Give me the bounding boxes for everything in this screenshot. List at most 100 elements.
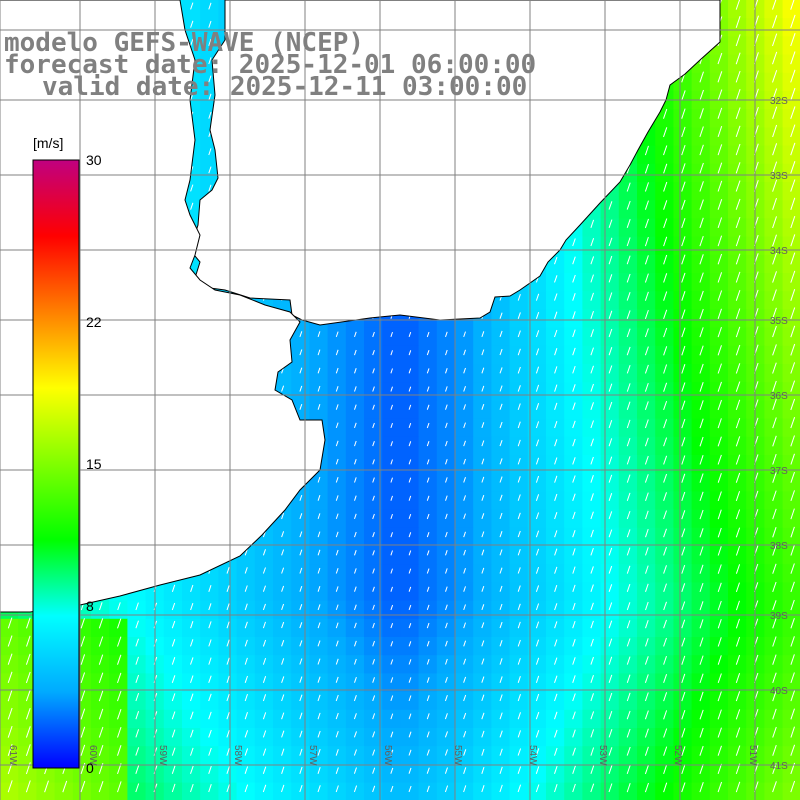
field-cell [0,691,19,711]
wind-vector [717,235,723,247]
wind-vector [426,785,430,793]
field-cell [746,600,765,620]
wind-vector [717,454,722,465]
wind-vector [681,364,686,374]
field-cell [618,782,638,800]
field-cell [291,728,310,747]
field-cell [473,764,492,784]
field-cell [582,673,602,693]
field-cell [0,673,19,693]
wind-vector [790,234,796,247]
field-cell [691,455,711,474]
field-cell [709,782,729,800]
wind-vector [99,602,103,611]
field-cell [655,764,674,784]
wind-vector [590,274,594,283]
wind-vector [572,511,576,520]
forecast-date: forecast date: 2025-12-01 06:00:00 [4,50,537,80]
wind-vector [244,585,248,592]
wind-vector [226,657,230,665]
field-cell [309,345,329,365]
wind-vector [390,767,394,774]
wind-vector [80,672,86,684]
wind-vector [663,655,667,665]
field-cell [637,564,656,583]
field-cell [709,400,729,420]
wind-vector [426,441,430,447]
field-cell [746,382,765,401]
wind-vector [299,494,303,501]
wind-vector [244,548,248,556]
field-cell [637,509,656,529]
field-cell [728,254,747,274]
field-cell [364,746,383,765]
field-cell [309,473,329,492]
wind-vector [717,52,723,65]
field-cell [509,400,529,420]
field-cell [618,436,638,456]
wind-vector [262,567,266,574]
field-cell [564,673,583,693]
wind-vector [572,602,576,611]
field-cell [728,364,747,383]
wind-vector [735,781,741,793]
field-cell [382,364,401,383]
wind-vector [790,343,796,356]
field-cell [436,637,456,656]
field-cell [764,218,784,238]
field-cell [345,455,365,474]
wind-vector [772,289,777,301]
wind-vector [499,748,503,756]
field-cell [327,418,347,438]
wind-vector [663,291,668,301]
field-cell [709,473,729,492]
field-cell [637,473,656,492]
wind-vector [317,513,321,520]
wind-vector [626,529,631,538]
wind-vector [353,767,357,774]
field-cell [382,764,401,784]
field-cell [709,564,729,583]
wind-vector [699,436,704,447]
wind-vector [644,710,649,720]
field-cell [728,400,747,420]
field-cell [764,36,784,56]
wind-vector [608,438,613,447]
wind-vector [390,731,394,738]
wind-vector [608,365,613,374]
wind-vector [644,401,649,410]
field-cell [491,782,511,800]
field-cell [273,728,292,747]
wind-vector [262,657,267,665]
field-cell [273,709,292,729]
wind-vector [80,636,86,647]
wind-vector [481,640,485,647]
field-cell [364,673,383,693]
field-cell [746,309,765,329]
wind-vector [408,731,412,738]
field-cell [673,473,693,492]
field-cell [618,491,638,511]
colorbar-tick-label: 8 [86,598,94,614]
field-cell [746,291,765,310]
field-cell [709,345,729,365]
field-cell [764,527,784,547]
field-cell [673,273,693,292]
field-cell [200,673,219,693]
field-cell [418,473,438,492]
field-cell [291,382,310,401]
field-cell [728,291,747,310]
wind-vector [590,783,595,793]
field-cell [400,673,420,693]
field-cell [436,491,456,511]
field-cell [546,782,565,800]
field-cell [0,728,19,747]
wind-vector [354,440,357,447]
wind-vector [699,637,704,647]
field-cell [127,782,147,800]
wind-vector [426,767,430,774]
field-cell [527,436,547,456]
field-cell [728,764,747,784]
field-cell [400,455,420,474]
